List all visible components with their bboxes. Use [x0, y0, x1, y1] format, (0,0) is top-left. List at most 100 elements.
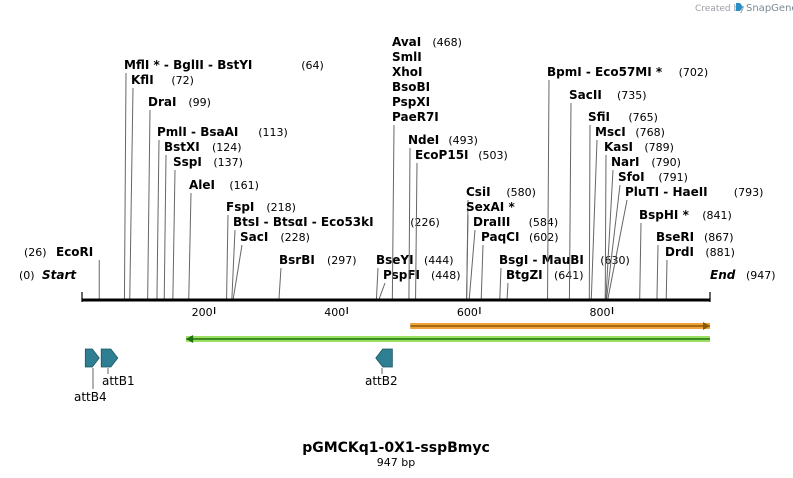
site-label: BsgI - MauBI	[499, 253, 584, 267]
site-sacii[interactable]: SacII (735)	[568, 88, 647, 300]
site-label: PspXI	[392, 95, 430, 109]
site-label: PaeR7I	[392, 110, 439, 124]
site-alei[interactable]: AleI (161)	[188, 178, 259, 300]
site-kfli[interactable]: KflI (72)	[129, 73, 194, 300]
site-sspi[interactable]: SspI (137)	[172, 155, 243, 300]
site-leader	[604, 154, 607, 300]
site-position: (789)	[644, 141, 674, 154]
site-label: CsiI	[466, 185, 491, 199]
site-bseyi[interactable]: BseYI (444)	[375, 253, 454, 300]
site-leader	[415, 162, 418, 300]
site-leader	[226, 214, 229, 300]
site-btgzi[interactable]: BtgZI (641)	[506, 268, 584, 300]
site-label: BseYI	[376, 253, 414, 267]
site-paqci[interactable]: PaqCI (602)	[480, 230, 559, 300]
site-pspfi[interactable]: PspFI (448)	[378, 268, 461, 300]
credit-brand: SnapGene	[746, 3, 793, 14]
start-label: Start	[42, 268, 77, 282]
plasmid-size: 947 bp	[377, 456, 415, 469]
sequence-axis: 200 400 600 800	[81, 292, 711, 319]
site-label: BsoBI	[392, 80, 430, 94]
site-nari[interactable]: NarI (790)	[605, 155, 681, 300]
site-csii[interactable]: CsiI (580)	[466, 185, 536, 300]
site-sexai[interactable]: SexAI *	[466, 200, 515, 300]
site-leader	[188, 192, 192, 300]
site-leader	[547, 79, 550, 300]
site-fspi[interactable]: FspI (218)	[226, 200, 296, 300]
site-bstxi[interactable]: BstXI (124)	[163, 140, 242, 300]
restriction-sites: EcoRI (26) MflI * - BglII - BstYI (64) KflI (…	[24, 35, 764, 300]
site-bsphi[interactable]: BspHI * (841)	[639, 208, 732, 300]
feature-attb4[interactable]: attB4	[74, 348, 107, 404]
site-leader	[590, 139, 598, 300]
site-drdi[interactable]: DrdI (881)	[665, 245, 735, 300]
site-position: (26)	[24, 246, 47, 259]
site-position: (137)	[213, 156, 243, 169]
site-position: (503)	[478, 149, 508, 162]
features: attB4 attB1 attB2	[74, 348, 398, 404]
site-label: NdeI	[408, 133, 439, 147]
site-label: SexAI *	[466, 200, 515, 214]
site-label: PmlI - BsaAI	[157, 125, 238, 139]
axis-tick-label: 800	[590, 306, 611, 319]
site-sfii[interactable]: SfiI (765)	[588, 110, 658, 300]
feature-attb1[interactable]: attB1	[100, 348, 135, 388]
site-pluti[interactable]: PluTI - HaeII (793)	[607, 185, 764, 300]
site-position: (841)	[702, 209, 732, 222]
feature-arrow-icon	[100, 348, 119, 368]
site-label: SacI	[240, 230, 268, 244]
site-saci[interactable]: SacI (228)	[232, 230, 310, 300]
site-label: BpmI - Eco57MI *	[547, 65, 663, 79]
site-label: PluTI - HaeII	[625, 185, 708, 199]
site-position: (867)	[704, 231, 734, 244]
site-label: SspI	[173, 155, 202, 169]
site-mfli[interactable]: MflI * - BglII - BstYI (64)	[123, 58, 324, 300]
axis-tick-label: 400	[324, 306, 345, 319]
site-ndei[interactable]: NdeI (493)	[408, 133, 478, 300]
site-draiii[interactable]: DraIII (584)	[468, 215, 559, 300]
green-range[interactable]	[186, 335, 711, 343]
site-ecori[interactable]: EcoRI (26)	[24, 245, 100, 299]
site-position: (584)	[529, 216, 559, 229]
site-label: EcoP15I	[415, 148, 469, 162]
site-drai[interactable]: DraI (99)	[147, 95, 211, 300]
site-label: MflI * - BglII - BstYI	[124, 58, 252, 72]
site-kasi[interactable]: KasI (789)	[604, 140, 674, 300]
site-label: BsrBI	[279, 253, 315, 267]
site-leader	[163, 154, 167, 300]
site-leader	[499, 267, 502, 300]
site-label: XhoI	[392, 65, 423, 79]
end-position: (947)	[746, 269, 776, 282]
site-position: (493)	[448, 134, 478, 147]
site-leader	[408, 147, 411, 300]
site-label: BspHI *	[639, 208, 690, 222]
site-ecop15i[interactable]: EcoP15I (503)	[415, 148, 508, 300]
site-sfoi[interactable]: SfoI (791)	[606, 170, 688, 300]
site-bpmi[interactable]: BpmI - Eco57MI * (702)	[547, 65, 709, 300]
site-bsrbi[interactable]: BsrBI (297)	[278, 253, 357, 300]
feature-attb2[interactable]: attB2	[365, 348, 398, 388]
site-position: (735)	[617, 89, 647, 102]
site-btsi[interactable]: BtsI - BtsαI - Eco53kI (226)	[231, 215, 440, 300]
site-leader	[506, 282, 509, 300]
site-bseri[interactable]: BseRI (867)	[656, 230, 734, 300]
site-position: (702)	[679, 66, 709, 79]
site-label: DrdI	[665, 245, 694, 259]
site-leader	[656, 244, 659, 300]
site-leader	[391, 124, 395, 300]
site-label: AleI	[189, 178, 215, 192]
feature-arrow-icon	[375, 348, 393, 368]
site-leader	[278, 267, 282, 300]
site-pmli[interactable]: PmlI - BsaAI (113)	[156, 125, 288, 300]
range-arrowhead-icon	[703, 322, 710, 330]
feature-label: attB4	[74, 390, 107, 404]
site-label: PaqCI	[481, 230, 519, 244]
orange-range[interactable]	[410, 322, 710, 330]
site-label: BtgZI	[506, 268, 543, 282]
site-msci[interactable]: MscI (768)	[590, 125, 665, 300]
site-position: (297)	[327, 254, 357, 267]
snapgene-credit: Created by SnapGene	[695, 3, 793, 14]
site-position: (124)	[212, 141, 242, 154]
